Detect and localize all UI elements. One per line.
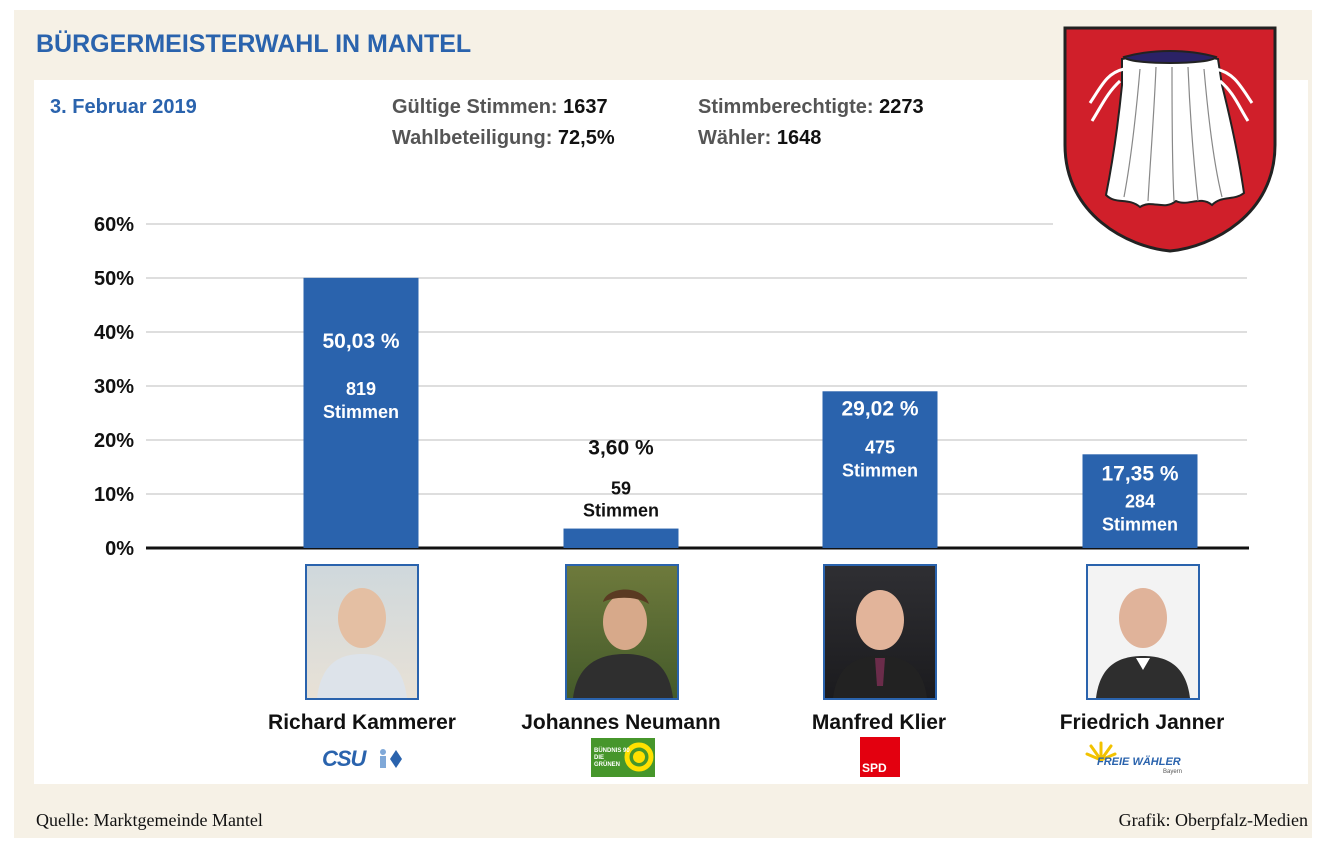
y-tick-label: 10% [94,484,134,506]
bar-percent-label: 17,35 % [1101,462,1178,485]
bar [1082,454,1198,548]
turnout-value: 72,5% [557,127,615,149]
bar [303,277,419,548]
bar-percent-label: 50,03 % [322,330,399,353]
source-note: Quelle: Marktgemeinde Mantel [36,810,263,830]
candidate-photo-klier [823,564,937,700]
voters-value: 1648 [776,127,822,149]
bar-votes-label: 59 [611,479,631,499]
candidate-photo-neumann [565,564,679,700]
eligible-label: Stimmberechtigte: [698,96,874,118]
bar-votes-label: 475 [865,437,895,457]
voters-stat: Wähler: 1648 [698,127,821,150]
candidate-photo-janner [1086,564,1200,700]
election-date: 3. Februar 2019 [50,96,197,118]
eligible-stat: Stimmberechtigte: 2273 [698,96,924,119]
bar-votes-unit: Stimmen [1102,514,1178,534]
gruene-logo-text: BÜNDNIS 90 DIE GRÜNEN [594,748,630,768]
page-title: BÜRGERMEISTERWAHL IN MANTEL [36,30,472,58]
credit-note: Grafik: Oberpfalz-Medien [1118,810,1308,830]
bar-percent-label: 3,60 % [588,437,654,460]
turnout-stat: Wahlbeteiligung: 72,5% [392,127,615,150]
csu-logo-text: CSU [322,746,366,771]
freie-waehler-logo-subtext: Bayern [1163,769,1183,775]
y-tick-label: 50% [94,268,134,290]
valid-votes-stat: Gültige Stimmen: 1637 [392,96,608,119]
voters-label: Wähler: [698,127,772,149]
valid-votes-label: Gültige Stimmen: [392,96,558,118]
y-tick-label: 20% [94,430,134,452]
bar-votes-unit: Stimmen [323,402,399,422]
bar-percent-label: 29,02 % [841,397,918,420]
freie-waehler-logo-text: FREIE WÄHLER [1097,756,1181,768]
bar [822,391,938,548]
spd-logo-icon: SPD [860,737,900,777]
bar-votes-unit: Stimmen [583,501,659,521]
bar [563,528,679,548]
eligible-value: 2273 [879,96,924,118]
spd-logo-text: SPD [862,761,887,775]
candidate-photo-kammerer [305,564,419,700]
freie-waehler-logo-icon: FREIE WÄHLER Bayern [1083,740,1195,778]
gruene-logo-icon: BÜNDNIS 90 DIE GRÜNEN [591,738,655,777]
candidate-name: Johannes Neumann [521,711,721,734]
turnout-label: Wahlbeteiligung: [392,127,553,149]
bar-votes-label: 819 [346,379,376,399]
valid-votes-value: 1637 [563,96,608,118]
bar-votes-unit: Stimmen [842,460,918,480]
y-tick-label: 60% [94,214,134,236]
coat-of-arms-icon [1063,26,1277,253]
csu-logo-icon: CSU [322,746,406,772]
y-tick-label: 0% [105,538,134,560]
candidate-name: Manfred Klier [811,711,947,734]
bar-votes-label: 284 [1125,491,1155,511]
candidate-name: Richard Kammerer [268,711,456,734]
candidate-name: Friedrich Janner [1059,711,1225,734]
y-tick-label: 30% [94,376,134,398]
y-tick-label: 40% [94,322,134,344]
